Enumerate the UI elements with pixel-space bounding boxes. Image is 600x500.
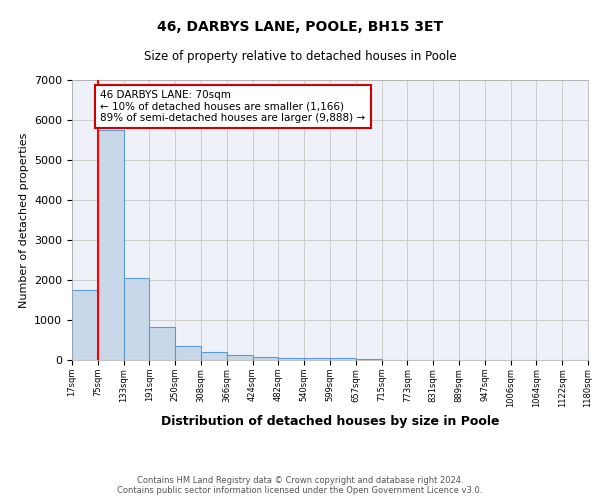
Bar [330,358,356,360]
Bar [124,278,149,360]
Bar [278,358,304,360]
Bar [72,290,98,360]
Y-axis label: Number of detached properties: Number of detached properties [19,132,29,308]
X-axis label: Distribution of detached houses by size in Poole: Distribution of detached houses by size … [161,415,499,428]
Bar [356,359,382,360]
Bar [227,355,253,360]
Text: Size of property relative to detached houses in Poole: Size of property relative to detached ho… [143,50,457,63]
Text: 46, DARBYS LANE, POOLE, BH15 3ET: 46, DARBYS LANE, POOLE, BH15 3ET [157,20,443,34]
Text: 46 DARBYS LANE: 70sqm
← 10% of detached houses are smaller (1,166)
89% of semi-d: 46 DARBYS LANE: 70sqm ← 10% of detached … [100,90,365,123]
Bar [253,357,278,360]
Text: Contains HM Land Registry data © Crown copyright and database right 2024.
Contai: Contains HM Land Registry data © Crown c… [118,476,482,495]
Bar [304,358,330,360]
Bar [98,130,124,360]
Bar [201,352,227,360]
Bar [149,327,175,360]
Bar [175,346,201,360]
